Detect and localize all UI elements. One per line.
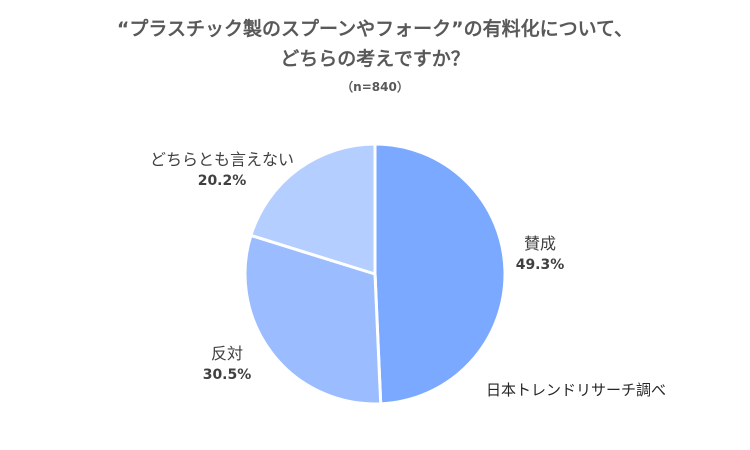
chart-subtitle: （n=840）	[341, 80, 409, 94]
chart-title-line2: どちらの考えですか？	[280, 48, 470, 70]
source-note: 日本トレンドリサーチ調べ	[486, 381, 667, 399]
pie-slice-oppose	[243, 233, 383, 406]
slice-label-agree-percent: 49.3%	[515, 257, 565, 273]
slice-label-oppose: 反対 30.5%	[192, 343, 262, 385]
slice-label-agree-name: 賛成	[523, 234, 556, 253]
pie-slice-agree	[373, 142, 507, 406]
slice-label-neutral-name: どちらとも言えない	[149, 150, 294, 169]
slice-label-neutral: どちらとも言えない 20.2%	[137, 149, 307, 191]
chart-title-line1: “プラスチック製のスプーンやフォーク”の有料化について、	[116, 18, 634, 40]
pie-slice-neutral	[249, 142, 377, 276]
slice-label-neutral-percent: 20.2%	[197, 173, 247, 189]
slice-label-oppose-name: 反対	[210, 344, 243, 363]
slice-label-agree: 賛成 49.3%	[505, 233, 575, 275]
slice-label-oppose-percent: 30.5%	[202, 367, 252, 383]
pie-slices	[243, 142, 507, 406]
